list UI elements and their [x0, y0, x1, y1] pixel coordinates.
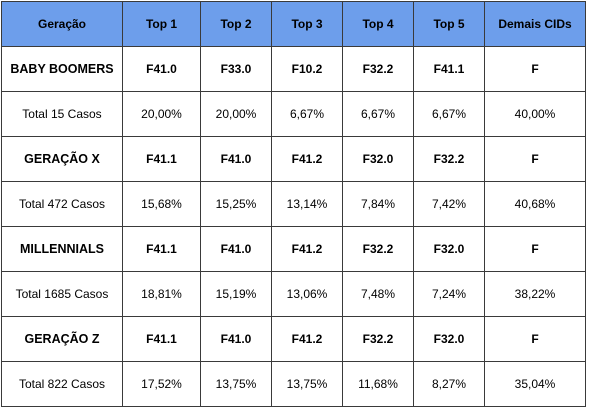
percent-value: 13,14% [271, 181, 343, 227]
table-row-geracao-x-percents: Total 472 Casos 15,68% 15,25% 13,14% 7,8… [1, 181, 586, 227]
percent-value: 40,00% [484, 91, 586, 137]
total-cases: Total 1685 Casos [1, 271, 123, 317]
cid-code: F [484, 226, 586, 272]
header-top-3: Top 3 [271, 1, 343, 47]
cid-code: F32.2 [413, 136, 485, 182]
table-row-geracao-z-codes: GERAÇÃO Z F41.1 F41.0 F41.2 F32.2 F32.0 … [1, 316, 586, 362]
percent-value: 35,04% [484, 361, 586, 407]
percent-value: 13,75% [200, 361, 272, 407]
generation-name: BABY BOOMERS [1, 46, 123, 92]
cid-code: F [484, 316, 586, 362]
header-top-5: Top 5 [413, 1, 485, 47]
cid-code: F41.1 [122, 316, 201, 362]
table-row-baby-boomers-codes: BABY BOOMERS F41.0 F33.0 F10.2 F32.2 F41… [1, 46, 586, 92]
cid-code: F41.2 [271, 136, 343, 182]
cid-code: F33.0 [200, 46, 272, 92]
generation-name: GERAÇÃO X [1, 136, 123, 182]
cid-code: F41.0 [200, 316, 272, 362]
table-row-baby-boomers-percents: Total 15 Casos 20,00% 20,00% 6,67% 6,67%… [1, 91, 586, 137]
cid-code: F32.2 [342, 316, 414, 362]
percent-value: 20,00% [200, 91, 272, 137]
percent-value: 20,00% [122, 91, 201, 137]
percent-value: 40,68% [484, 181, 586, 227]
percent-value: 8,27% [413, 361, 485, 407]
cid-code: F41.0 [200, 136, 272, 182]
percent-value: 6,67% [413, 91, 485, 137]
percent-value: 7,84% [342, 181, 414, 227]
total-cases: Total 472 Casos [1, 181, 123, 227]
percent-value: 7,42% [413, 181, 485, 227]
percent-value: 15,68% [122, 181, 201, 227]
generation-name: MILLENNIALS [1, 226, 123, 272]
cid-code: F32.2 [342, 46, 414, 92]
cid-code: F32.2 [342, 226, 414, 272]
table-row-millennials-codes: MILLENNIALS F41.1 F41.0 F41.2 F32.2 F32.… [1, 226, 586, 272]
cid-code: F41.2 [271, 226, 343, 272]
percent-value: 7,24% [413, 271, 485, 317]
percent-value: 13,06% [271, 271, 343, 317]
table-row-millennials-percents: Total 1685 Casos 18,81% 15,19% 13,06% 7,… [1, 271, 586, 317]
percent-value: 38,22% [484, 271, 586, 317]
percent-value: 18,81% [122, 271, 201, 317]
header-other-cids: Demais CIDs [484, 1, 586, 47]
table-row-geracao-z-percents: Total 822 Casos 17,52% 13,75% 13,75% 11,… [1, 361, 586, 407]
cid-code: F41.0 [122, 46, 201, 92]
cid-code: F32.0 [413, 316, 485, 362]
cid-code: F [484, 136, 586, 182]
percent-value: 11,68% [342, 361, 414, 407]
total-cases: Total 15 Casos [1, 91, 123, 137]
percent-value: 17,52% [122, 361, 201, 407]
total-cases: Total 822 Casos [1, 361, 123, 407]
header-row: Geração Top 1 Top 2 Top 3 Top 4 Top 5 De… [1, 1, 586, 47]
cid-code: F10.2 [271, 46, 343, 92]
cid-code: F41.2 [271, 316, 343, 362]
percent-value: 15,19% [200, 271, 272, 317]
cid-code: F41.1 [122, 136, 201, 182]
percent-value: 6,67% [271, 91, 343, 137]
generation-name: GERAÇÃO Z [1, 316, 123, 362]
header-top-4: Top 4 [342, 1, 414, 47]
cid-code: F32.0 [342, 136, 414, 182]
header-top-2: Top 2 [200, 1, 272, 47]
header-generation: Geração [1, 1, 123, 47]
cid-code: F32.0 [413, 226, 485, 272]
percent-value: 7,48% [342, 271, 414, 317]
percent-value: 6,67% [342, 91, 414, 137]
cid-code: F41.0 [200, 226, 272, 272]
table-row-geracao-x-codes: GERAÇÃO X F41.1 F41.0 F41.2 F32.0 F32.2 … [1, 136, 586, 182]
header-top-1: Top 1 [122, 1, 201, 47]
cid-code: F41.1 [413, 46, 485, 92]
cid-code: F41.1 [122, 226, 201, 272]
cid-code: F [484, 46, 586, 92]
percent-value: 13,75% [271, 361, 343, 407]
percent-value: 15,25% [200, 181, 272, 227]
